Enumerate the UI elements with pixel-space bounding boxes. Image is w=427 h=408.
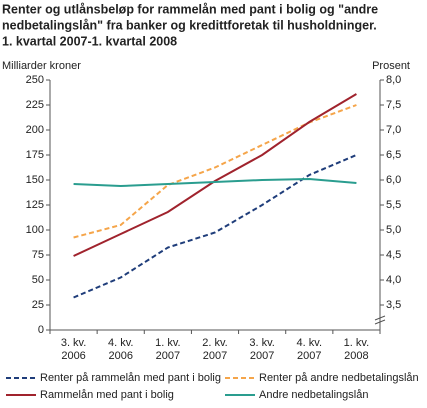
series-line bbox=[73, 154, 357, 299]
x-tick-label: 2006 bbox=[108, 350, 132, 362]
chart-title: nedbetalingslån" fra banker og kredittfo… bbox=[2, 18, 377, 32]
chart-title: Renter og utlånsbeløp for rammelån med p… bbox=[2, 2, 378, 16]
x-tick-label: 3. kv. bbox=[249, 337, 274, 349]
x-tick-label: 2008 bbox=[344, 350, 368, 362]
y2-tick-label: 8,0 bbox=[386, 74, 401, 86]
legend-label: Renter på rammelån med pant i bolig bbox=[40, 372, 221, 384]
y2-tick-label: 4,5 bbox=[386, 249, 401, 261]
axis-break bbox=[374, 315, 386, 325]
x-tick-label: 2007 bbox=[250, 350, 274, 362]
y-tick-label: 250 bbox=[26, 74, 44, 86]
y-tick-label: 0 bbox=[38, 324, 44, 336]
y2-tick-label: 6,0 bbox=[386, 174, 401, 186]
x-tick-label: 1. kv. bbox=[344, 337, 369, 349]
legend-label: Renter på andre nedbetalingslån bbox=[259, 372, 419, 384]
x-tick-label: 2007 bbox=[297, 350, 321, 362]
series-line bbox=[73, 104, 357, 239]
y2-tick-label: 4,0 bbox=[386, 274, 401, 286]
chart-title: 1. kvartal 2007-1. kvartal 2008 bbox=[2, 34, 177, 48]
y-tick-label: 150 bbox=[26, 174, 44, 186]
x-tick-label: 4. kv. bbox=[297, 337, 322, 349]
x-tick-label: 3. kv. bbox=[61, 337, 86, 349]
y-tick-label: 25 bbox=[32, 299, 44, 311]
y-tick-label: 225 bbox=[26, 99, 44, 111]
x-tick-label: 2. kv. bbox=[202, 337, 227, 349]
y-axis-title: Milliarder kroner bbox=[2, 60, 81, 72]
y-tick-label: 50 bbox=[32, 274, 44, 286]
legend-label: Rammelån med pant i bolig bbox=[40, 389, 174, 401]
series-line bbox=[73, 177, 357, 188]
x-tick-label: 1. kv. bbox=[155, 337, 180, 349]
y2-tick-label: 7,5 bbox=[386, 99, 401, 111]
y2-tick-label: 7,0 bbox=[386, 124, 401, 136]
y2-tick-label: 6,5 bbox=[386, 149, 401, 161]
x-tick-label: 2007 bbox=[203, 350, 227, 362]
y-tick-label: 125 bbox=[26, 199, 44, 211]
y-tick-label: 100 bbox=[26, 224, 44, 236]
x-tick-label: 4. kv. bbox=[108, 337, 133, 349]
y-tick-label: 175 bbox=[26, 149, 44, 161]
x-tick-label: 2007 bbox=[156, 350, 180, 362]
y2-tick-label: 5,5 bbox=[386, 199, 401, 211]
y2-axis-title: Prosent bbox=[372, 60, 410, 72]
y-tick-label: 75 bbox=[32, 249, 44, 261]
x-tick-label: 2006 bbox=[61, 350, 85, 362]
y2-tick-label: 5,0 bbox=[386, 224, 401, 236]
y-tick-label: 200 bbox=[26, 124, 44, 136]
legend-label: Andre nedbetalingslån bbox=[259, 389, 368, 401]
y2-tick-label: 3,5 bbox=[386, 299, 401, 311]
